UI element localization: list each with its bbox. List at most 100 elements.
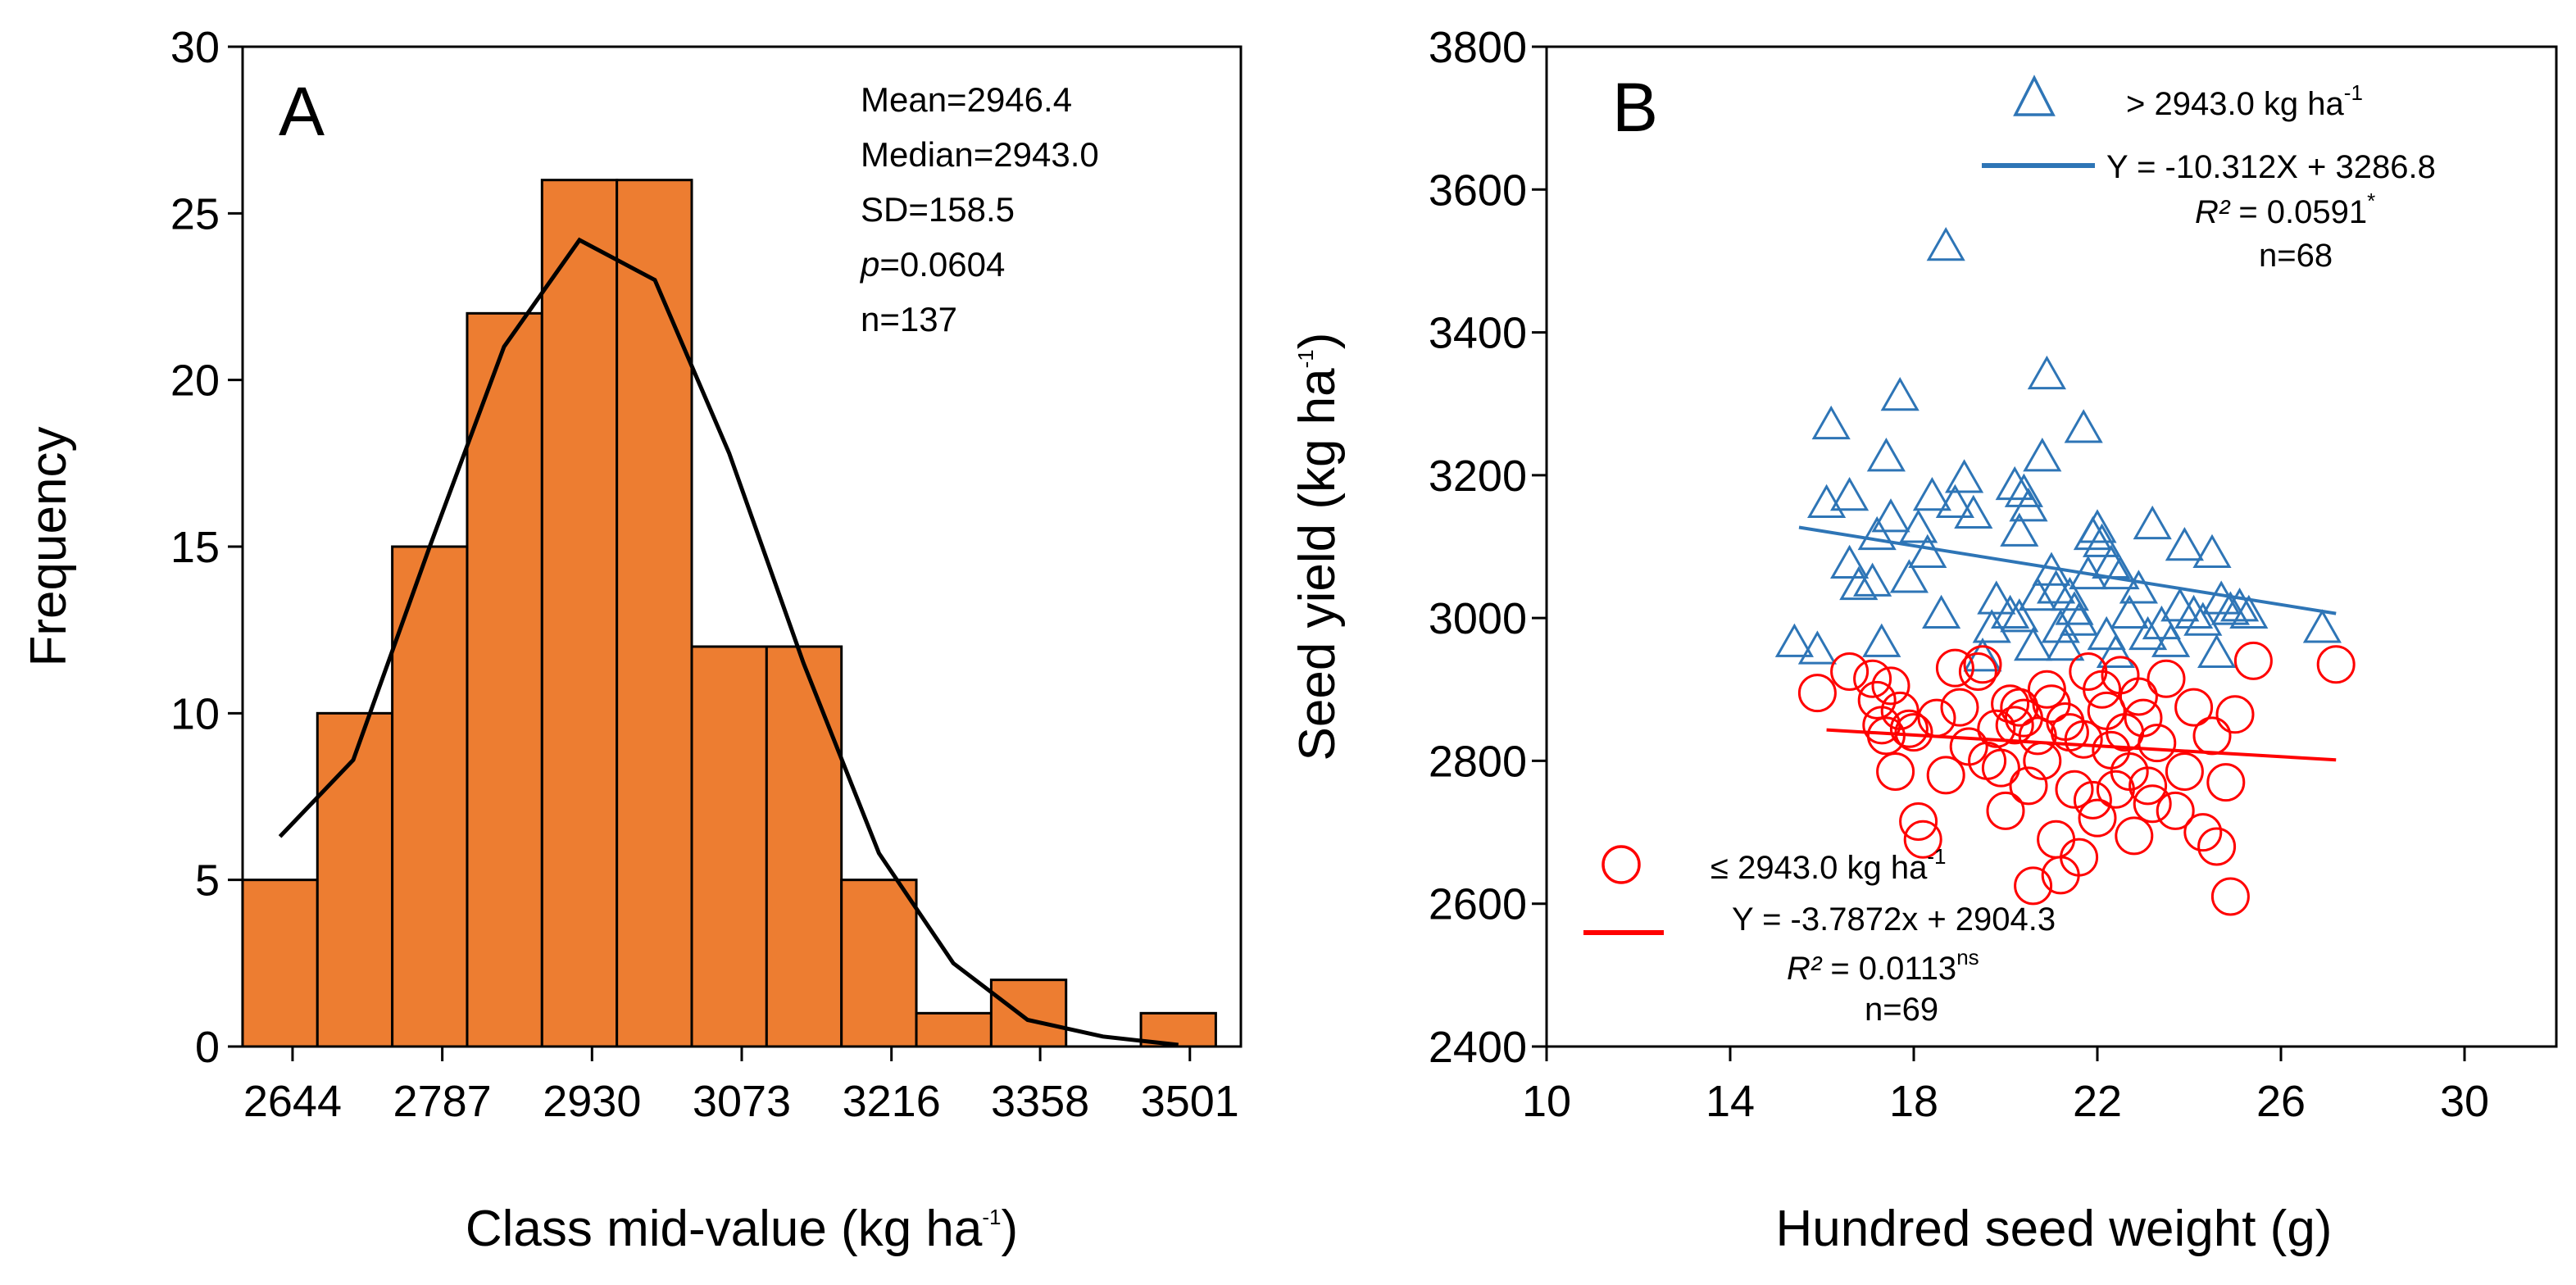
point-circle-65 — [2210, 877, 2250, 916]
x-axis-label-a-end: ) — [1002, 1201, 1019, 1257]
legend-red-text: ≤ 2943.0 kg ha — [1711, 850, 1928, 886]
point-circle-42 — [2073, 780, 2112, 820]
histogram-bar-7 — [765, 645, 843, 1048]
point-triangle-29 — [2009, 488, 2048, 522]
y-axis-label-b-end: ) — [1289, 333, 1346, 350]
y-axis-label-b-sup: -1 — [1293, 349, 1318, 368]
y-tick-label-b: 3000 — [1429, 594, 1527, 643]
point-triangle-35 — [2037, 570, 2076, 604]
x-tick-label-a: 2930 — [543, 1077, 641, 1126]
legend-blue-r2-sig: * — [2367, 188, 2375, 213]
point-triangle-36 — [2041, 609, 2080, 643]
point-triangle-9 — [1862, 623, 1901, 657]
legend-red-r2-value: = 0.0113 — [1821, 951, 1956, 987]
x-axis-label-a-sup: -1 — [982, 1205, 1001, 1229]
y-tick-label-a: 0 — [195, 1023, 220, 1072]
point-triangle-47 — [2092, 544, 2131, 579]
legend-red-sup: -1 — [1927, 844, 1946, 869]
point-circle-28 — [2009, 766, 2048, 806]
point-circle-64 — [2206, 763, 2246, 802]
point-triangle-48 — [2096, 633, 2135, 668]
point-triangle-60 — [2192, 534, 2232, 568]
histogram-bar-6 — [690, 645, 768, 1048]
point-triangle-54 — [2142, 605, 2181, 640]
y-tick-label-b: 3200 — [1429, 452, 1527, 501]
point-circle-29 — [2014, 866, 2053, 906]
point-triangle-21 — [1954, 494, 1993, 529]
legend-red-r2-label: R² — [1787, 951, 1823, 987]
point-triangle-27 — [2000, 512, 2039, 547]
point-circle-45 — [2087, 691, 2126, 730]
point-triangle-57 — [2165, 526, 2204, 561]
point-triangle-31 — [2018, 576, 2057, 611]
point-circle-62 — [2192, 716, 2232, 756]
legend-blue-text: > 2943.0 kg ha — [2126, 86, 2345, 122]
x-tick-label-b: 10 — [1522, 1077, 1571, 1126]
y-tick-label-a: 25 — [170, 189, 220, 238]
histogram-bar-3 — [466, 311, 543, 1048]
point-circle-68 — [2316, 645, 2356, 684]
point-circle-61 — [2183, 813, 2223, 852]
y-tick-label-b: 3400 — [1429, 309, 1527, 358]
point-circle-52 — [2119, 677, 2158, 716]
stat-p-value: =0.0604 — [879, 245, 1005, 284]
point-circle-39 — [2060, 838, 2099, 877]
x-tick-label-a: 3073 — [693, 1077, 791, 1126]
legend-red-label: ≤ 2943.0 kg ha-1 — [1711, 844, 1947, 886]
point-circle-7 — [1876, 752, 1915, 791]
point-triangle-10 — [1866, 438, 1906, 472]
y-tick-label-b: 3600 — [1429, 166, 1527, 215]
point-triangle-30 — [2014, 626, 2053, 661]
x-axis-label-a: Class mid-value (kg ha-1) — [466, 1201, 1018, 1257]
point-triangle-17 — [1922, 594, 1961, 629]
y-tick-label-a: 30 — [170, 23, 220, 72]
point-triangle-62 — [2201, 580, 2241, 615]
legend-red-equation: Y = -3.7872x + 2904.3 — [1732, 901, 2056, 938]
point-triangle-52 — [2128, 615, 2168, 651]
y-axis-label-b-text: Seed yield (kg ha — [1289, 368, 1346, 761]
x-axis-ticks-b: 10 14 18 22 26 30 — [1522, 1047, 2489, 1126]
point-triangle-59 — [2183, 602, 2223, 636]
point-triangle-14 — [1899, 509, 1938, 543]
point-triangle-26 — [1995, 465, 2034, 501]
x-tick-label-b: 18 — [1889, 1077, 1938, 1126]
point-circle-19 — [1963, 645, 2002, 684]
x-tick-label-b: 26 — [2256, 1077, 2306, 1126]
point-circle-9 — [1889, 709, 1929, 748]
point-triangle-24 — [1977, 580, 2016, 615]
point-circle-18 — [1958, 652, 1997, 691]
legend-blue-label: > 2943.0 kg ha-1 — [2126, 80, 2363, 122]
panel-label-b: B — [1612, 69, 1658, 146]
legend-blue-n: n=68 — [2259, 238, 2333, 274]
histogram-bar-2 — [391, 545, 469, 1048]
legend-blue-sup: -1 — [2344, 80, 2363, 105]
y-tick-label-a: 20 — [170, 356, 220, 406]
point-circle-0 — [1797, 674, 1837, 713]
panel-b-scatter: 2400 2600 2800 3000 3200 3400 3600 3800 10 14 18 2… — [1289, 23, 2558, 1257]
stat-median: Median=2943.0 — [861, 135, 1099, 174]
y-axis-ticks-b: 2400 2600 2800 3000 3200 3400 3600 3800 — [1429, 23, 1547, 1072]
point-triangle-11 — [1871, 498, 1910, 533]
point-circle-25 — [1995, 706, 2034, 745]
histogram-bar-0 — [241, 879, 319, 1048]
point-triangle-8 — [1857, 515, 1897, 551]
point-triangle-45 — [2083, 523, 2122, 557]
x-tick-label-b: 14 — [1706, 1077, 1755, 1126]
x-tick-label-a: 3358 — [991, 1077, 1089, 1126]
point-circle-23 — [1986, 791, 2025, 830]
point-circle-21 — [1977, 709, 2016, 748]
point-circle-67 — [2233, 641, 2273, 680]
x-axis-label-b: Hundred seed weight (g) — [1776, 1201, 2333, 1257]
point-triangle-64 — [2220, 588, 2260, 622]
point-triangle-19 — [1935, 484, 1974, 518]
normal-curve — [278, 237, 1179, 1047]
y-axis-label-b: Seed yield (kg ha-1) — [1289, 333, 1346, 761]
point-circle-6 — [1871, 666, 1910, 706]
point-triangle-41 — [2064, 409, 2103, 443]
point-circle-66 — [2215, 695, 2255, 734]
point-circle-40 — [2064, 720, 2103, 759]
point-circle-10 — [1894, 713, 1933, 752]
y-axis-ticks-a: 0 5 10 15 20 25 30 — [170, 23, 243, 1072]
point-triangle-53 — [2133, 505, 2172, 540]
x-axis-ticks-a: 2644 2787 2930 3073 3216 3358 3501 — [243, 1047, 1239, 1126]
